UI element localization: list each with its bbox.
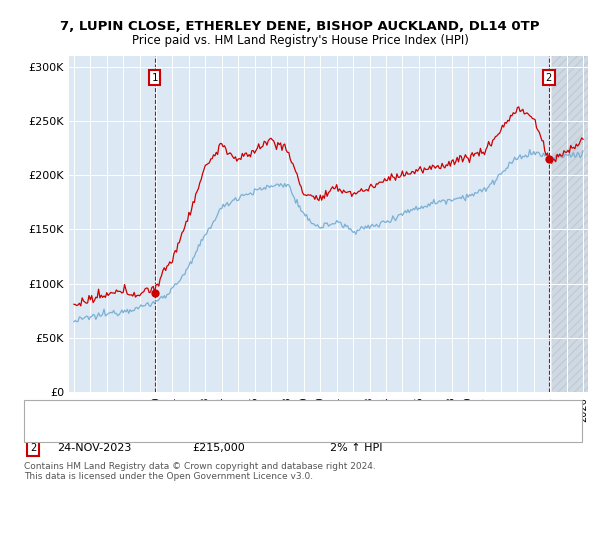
Text: 1: 1 [152, 73, 158, 83]
Text: 2: 2 [546, 73, 552, 83]
Text: 19% ↑ HPI: 19% ↑ HPI [330, 427, 389, 437]
Text: 26-NOV-1999: 26-NOV-1999 [57, 427, 131, 437]
Text: Price paid vs. HM Land Registry's House Price Index (HPI): Price paid vs. HM Land Registry's House … [131, 34, 469, 46]
Text: 2: 2 [30, 443, 36, 453]
Text: 2% ↑ HPI: 2% ↑ HPI [330, 443, 383, 453]
Text: 24-NOV-2023: 24-NOV-2023 [57, 443, 131, 453]
Bar [551, 56, 591, 392]
Text: ─────: ───── [39, 410, 77, 423]
Text: £91,500: £91,500 [192, 427, 238, 437]
Text: 1: 1 [30, 427, 36, 437]
Text: £215,000: £215,000 [192, 443, 245, 453]
Text: ─────: ───── [39, 399, 77, 413]
Text: HPI: Average price, detached house, County Durham: HPI: Average price, detached house, Coun… [93, 412, 368, 422]
Text: Contains HM Land Registry data © Crown copyright and database right 2024.
This d: Contains HM Land Registry data © Crown c… [24, 462, 376, 482]
Text: 7, LUPIN CLOSE, ETHERLEY DENE, BISHOP AUCKLAND, DL14 0TP (detached house): 7, LUPIN CLOSE, ETHERLEY DENE, BISHOP AU… [93, 401, 522, 411]
Text: 7, LUPIN CLOSE, ETHERLEY DENE, BISHOP AUCKLAND, DL14 0TP: 7, LUPIN CLOSE, ETHERLEY DENE, BISHOP AU… [60, 20, 540, 32]
